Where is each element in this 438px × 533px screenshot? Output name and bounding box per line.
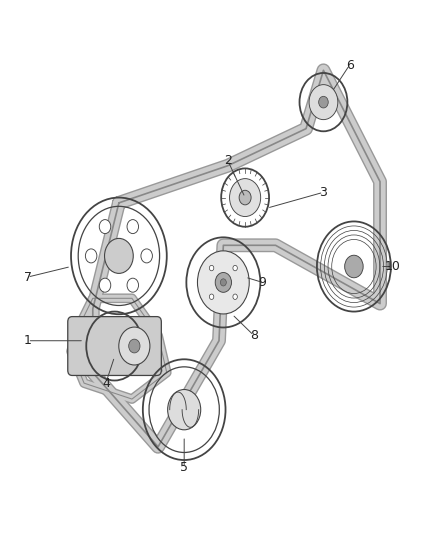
Text: 3: 3 <box>319 186 327 199</box>
Circle shape <box>105 238 133 273</box>
Circle shape <box>345 255 363 278</box>
Text: 4: 4 <box>102 377 110 390</box>
Text: 1: 1 <box>24 334 32 347</box>
Circle shape <box>209 265 214 271</box>
Text: 5: 5 <box>180 462 188 474</box>
Circle shape <box>119 327 150 365</box>
Circle shape <box>141 249 152 263</box>
Circle shape <box>233 265 237 271</box>
Circle shape <box>209 294 214 300</box>
Text: 8: 8 <box>250 329 258 342</box>
Circle shape <box>198 251 249 314</box>
Circle shape <box>309 85 338 119</box>
FancyBboxPatch shape <box>68 317 161 375</box>
Text: 9: 9 <box>258 276 266 289</box>
Text: 2: 2 <box>224 154 232 167</box>
Circle shape <box>85 249 97 263</box>
Text: 10: 10 <box>385 260 401 273</box>
Circle shape <box>127 220 138 233</box>
Circle shape <box>220 279 226 286</box>
Circle shape <box>230 179 261 216</box>
Circle shape <box>168 390 201 430</box>
Circle shape <box>99 278 111 292</box>
Text: 7: 7 <box>24 271 32 284</box>
Text: 6: 6 <box>346 59 353 71</box>
Circle shape <box>233 294 237 300</box>
Circle shape <box>129 339 140 353</box>
Circle shape <box>215 272 232 292</box>
Circle shape <box>127 278 138 292</box>
Circle shape <box>319 96 328 108</box>
Circle shape <box>99 220 111 233</box>
Circle shape <box>239 190 251 205</box>
